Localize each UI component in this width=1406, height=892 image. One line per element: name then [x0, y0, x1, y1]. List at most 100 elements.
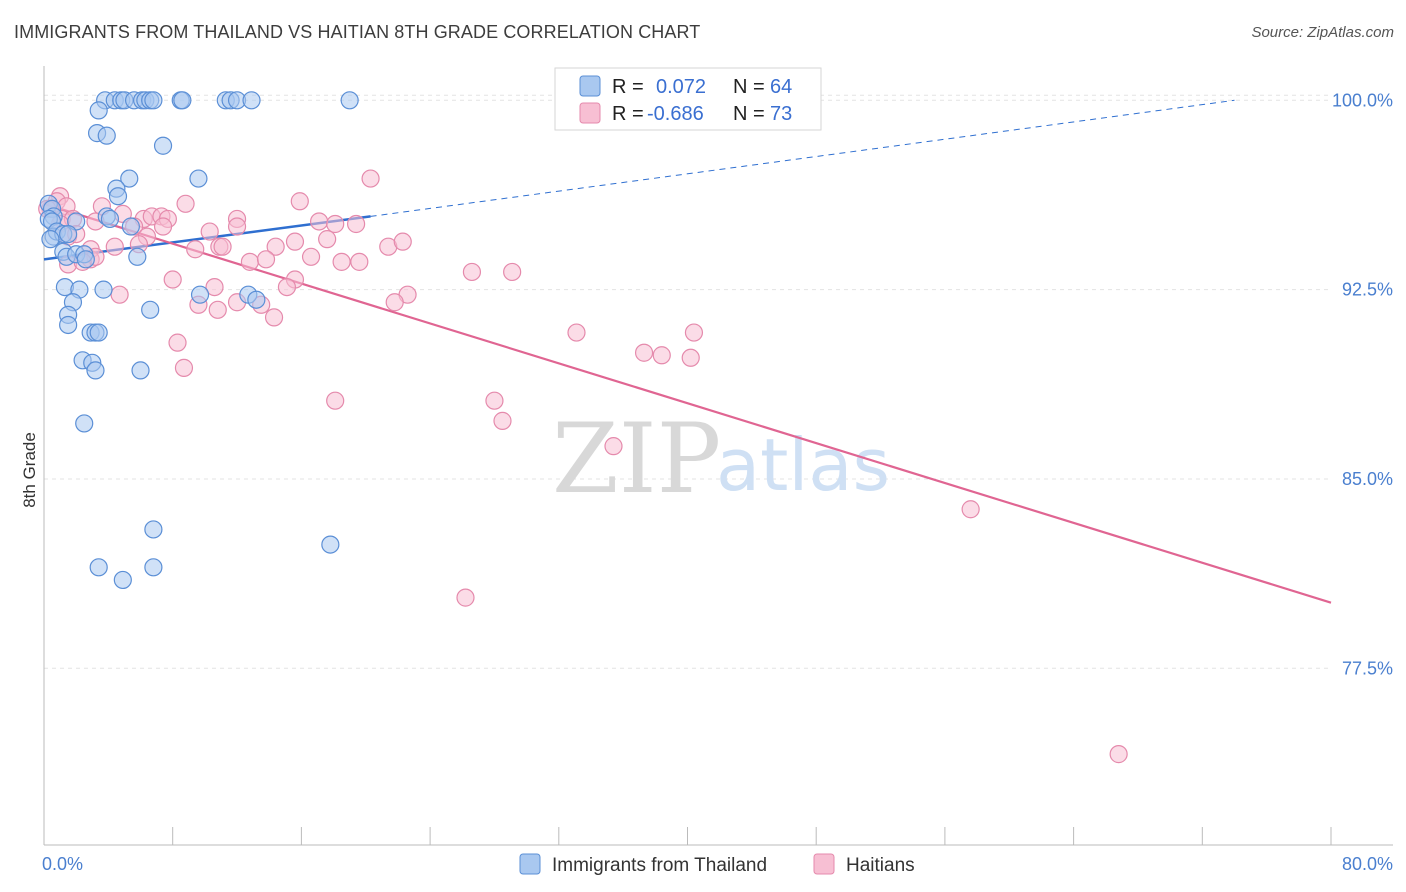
thailand-point [108, 187, 128, 206]
thailand-point [189, 169, 208, 188]
watermark: ZIP atlas [552, 403, 890, 515]
thailand-points [39, 91, 359, 590]
haitians-point [205, 278, 224, 297]
haitians-point [350, 252, 369, 271]
haitians-point [652, 346, 671, 365]
thailand-point [89, 558, 108, 577]
thailand-r-label: R = [612, 76, 644, 98]
haitians-point [332, 252, 351, 271]
thailand-n-label: N = [733, 76, 765, 98]
thailand-swatch [579, 75, 601, 97]
thailand-trend-extension [370, 99, 1235, 217]
thailand-point [94, 280, 113, 299]
haitians-point [493, 411, 512, 430]
haitians-point [462, 262, 482, 282]
haitians-point [326, 391, 345, 410]
haitians-point [227, 217, 247, 236]
haitians-point [346, 214, 366, 234]
haitians-point [176, 194, 195, 213]
haitians-point [681, 348, 700, 367]
thailand-point [173, 91, 192, 110]
thailand-point [121, 217, 140, 236]
haitians-n-value: 73 [770, 103, 792, 125]
haitians-point [163, 270, 182, 289]
haitians-point [301, 247, 321, 266]
haitians-point [208, 300, 227, 319]
thailand-point [89, 323, 108, 342]
haitians-point [153, 217, 173, 236]
thailand-point [89, 101, 108, 120]
haitians-point [309, 212, 329, 231]
haitians-point [186, 240, 205, 259]
haitians-point [285, 232, 305, 251]
haitians-point [393, 232, 412, 251]
haitians-swatch [579, 102, 601, 124]
haitians-point [634, 343, 654, 362]
thailand-r-value: 0.072 [656, 76, 706, 98]
thailand-point [75, 414, 94, 433]
watermark-zip: ZIP [552, 403, 721, 515]
haitians-point [456, 588, 475, 607]
thailand-point [76, 250, 95, 269]
haitians-point [385, 293, 404, 312]
thailand-point [86, 361, 105, 380]
haitians-point [318, 230, 337, 249]
thailand-point [41, 230, 60, 249]
haitians-point [168, 333, 187, 352]
thailand-point [242, 91, 261, 110]
legend-label-thailand: Immigrants from Thailand [552, 855, 767, 876]
thailand-point [120, 169, 139, 188]
haitians-point [326, 214, 345, 234]
haitians-r-value: -0.686 [647, 103, 704, 125]
haitians-point [503, 262, 522, 282]
grid-lines [44, 94, 1331, 669]
haitians-point [485, 391, 504, 410]
haitians-point [110, 285, 129, 304]
thailand-point [190, 285, 210, 304]
watermark-atlas: atlas [716, 423, 890, 507]
legend-label-haitians: Haitians [846, 855, 915, 876]
haitians-point [256, 250, 276, 269]
tick-labels: 100.0% 92.5% 85.0% 77.5% 0.0% 80.0% [42, 90, 1393, 874]
thailand-point [100, 209, 120, 229]
haitians-point [290, 192, 309, 211]
series-legend: Immigrants from Thailand Haitians [519, 853, 915, 876]
thailand-point [59, 224, 78, 244]
y-tick-label: 85.0% [1342, 469, 1393, 489]
y-tick-label: 100.0% [1332, 90, 1393, 110]
haitians-n-label: N = [733, 103, 765, 125]
x-tick-label: 0.0% [42, 854, 83, 874]
thailand-point [97, 126, 116, 145]
thailand-point [144, 91, 163, 110]
legend-swatch-haitians [813, 853, 835, 875]
haitians-point [213, 237, 232, 256]
legend-swatch-thailand [519, 853, 541, 875]
thailand-point [153, 136, 173, 155]
stats-legend: R = 0.072 N = 64 R = -0.686 N = 73 [554, 67, 822, 131]
haitians-point [277, 278, 297, 297]
thailand-point [141, 300, 160, 319]
haitians-point [266, 237, 285, 256]
thailand-point [113, 570, 132, 590]
thailand-point [144, 558, 163, 577]
y-tick-label: 77.5% [1342, 658, 1393, 678]
thailand-point [131, 361, 150, 380]
x-tick-label: 80.0% [1342, 854, 1393, 874]
y-axis-label: 8th Grade [20, 432, 39, 508]
thailand-point [247, 290, 266, 309]
haitians-point [961, 500, 980, 519]
thailand-point [144, 520, 163, 539]
source-label: Source: ZipAtlas.com [1251, 24, 1394, 41]
haitians-point [105, 237, 124, 256]
haitians-point [264, 308, 284, 327]
haitians-point [567, 323, 586, 342]
haitians-trend-line [43, 202, 1332, 604]
haitians-point [604, 437, 623, 456]
thailand-point [321, 535, 340, 554]
haitians-point [200, 222, 219, 241]
thailand-n-value: 64 [770, 76, 792, 98]
axes [43, 66, 1393, 846]
haitians-r-label: R = [612, 103, 644, 125]
chart-title: IMMIGRANTS FROM THAILAND VS HAITIAN 8TH … [14, 22, 701, 42]
